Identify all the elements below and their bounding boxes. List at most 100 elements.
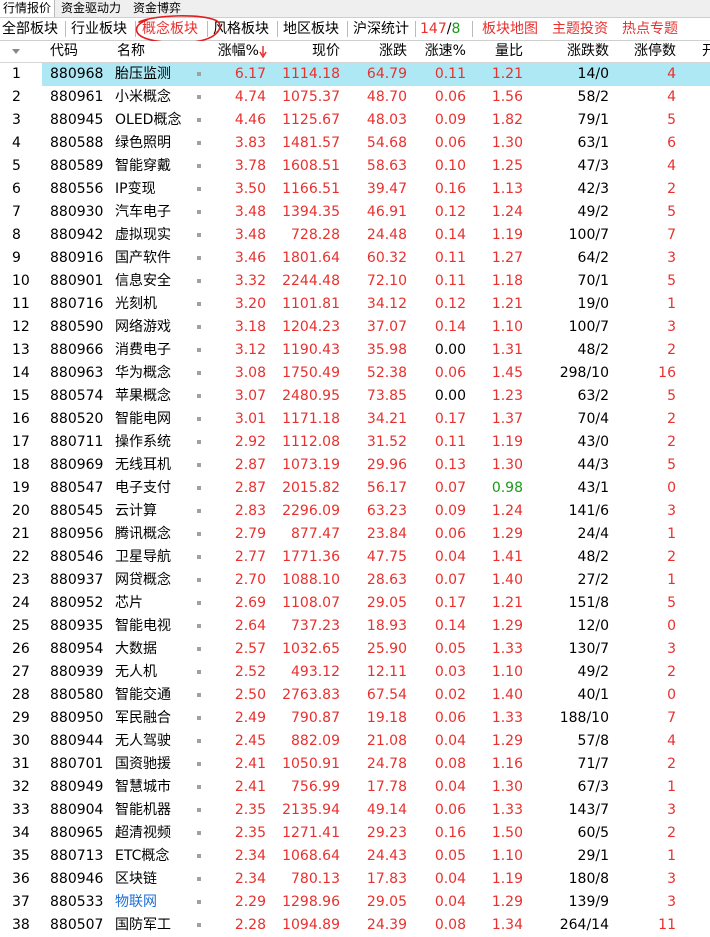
limit-up-count: 1 — [667, 779, 676, 795]
red-circle-annotation — [135, 15, 221, 44]
table-row[interactable]: 24 880952 芯片 2.69 1108.07 29.05 0.17 1.21 151/8 5 — [0, 592, 710, 615]
limit-up-count: 2 — [667, 411, 676, 427]
table-row[interactable]: 32 880949 智慧城市 2.41 756.99 17.78 0.04 1.30 67/3 1 — [0, 776, 710, 799]
table-row[interactable]: 6 880556 IP变现 3.50 1166.51 39.47 0.16 1.13 42/3 2 — [0, 178, 710, 201]
tab-industry-sectors[interactable]: 行业板块 — [71, 21, 127, 37]
tab-divider — [135, 21, 136, 37]
table-row[interactable]: 30 880944 无人驾驶 2.45 882.09 21.08 0.04 1.29 57/8 4 — [0, 730, 710, 753]
table-row[interactable]: 10 880901 信息安全 3.32 2244.48 72.10 0.11 1.18 70/1… — [0, 270, 710, 293]
row-rank: 2 — [12, 89, 21, 105]
row-marker-icon — [197, 716, 201, 720]
table-row[interactable]: 28 880580 智能交通 2.50 2763.83 67.54 0.02 1.40 40/1… — [0, 684, 710, 707]
tab-sector-map[interactable]: 板块地图 — [482, 21, 538, 37]
table-row[interactable]: 29 880950 军民融合 2.49 790.87 19.18 0.06 1.33 188/1… — [0, 707, 710, 730]
sector-code: 880945 — [50, 112, 104, 128]
row-marker-icon — [197, 394, 201, 398]
table-row[interactable]: 31 880701 国资驰援 2.41 1050.91 24.78 0.08 1.16 71/7… — [0, 753, 710, 776]
table-row[interactable]: 8 880942 虚拟现实 3.48 728.28 24.48 0.14 1.19 100/7 7 — [0, 224, 710, 247]
change-speed: 0.12 — [434, 204, 466, 220]
table-row[interactable]: 26 880954 大数据 2.57 1032.65 25.90 0.05 1.33 130/7… — [0, 638, 710, 661]
table-row[interactable]: 37 880533 物联网 2.29 1298.96 29.05 0.04 1.29 139/9… — [0, 891, 710, 914]
col-pct[interactable]: 涨幅% — [218, 41, 259, 62]
sector-code: 880711 — [50, 434, 104, 450]
table-row[interactable]: 9 880916 国产软件 3.46 1801.64 60.32 0.11 1.27 64/2 3 — [0, 247, 710, 270]
col-up-down-count[interactable]: 涨跌数 — [567, 43, 609, 59]
tab-region-sectors[interactable]: 地区板块 — [283, 21, 339, 37]
limit-up-count: 0 — [667, 618, 676, 634]
sector-code: 880546 — [50, 549, 104, 565]
current-price: 1771.36 — [282, 549, 340, 565]
sector-name: 网络游戏 — [115, 319, 171, 335]
table-row[interactable]: 19 880547 电子支付 2.87 2015.82 56.17 0.07 0.98 43/1… — [0, 477, 710, 500]
tab-quotes[interactable]: 行情报价 — [0, 0, 56, 17]
table-row[interactable]: 16 880520 智能电网 3.01 1171.18 34.21 0.17 1.37 70/4… — [0, 408, 710, 431]
tab-concept-sectors[interactable]: 概念板块 — [142, 21, 198, 37]
tab-hs-stats[interactable]: 沪深统计 — [353, 21, 409, 37]
change-percent: 2.35 — [234, 825, 266, 841]
col-volume-ratio[interactable]: 量比 — [495, 43, 523, 59]
tab-fund-drive[interactable]: 资金驱动力 — [61, 1, 122, 15]
tab-hot-topics[interactable]: 热点专题 — [622, 21, 678, 37]
table-row[interactable]: 20 880545 云计算 2.83 2296.09 63.23 0.09 1.24 141/6… — [0, 500, 710, 523]
change-amount: 56.17 — [366, 480, 407, 496]
col-price[interactable]: 现价 — [312, 43, 340, 59]
row-rank: 35 — [12, 848, 30, 864]
table-row[interactable]: 21 880956 腾讯概念 2.79 877.47 23.84 0.06 1.29 24/4 1 — [0, 523, 710, 546]
volume-ratio: 1.10 — [491, 848, 523, 864]
row-rank: 26 — [12, 641, 30, 657]
tab-fund-game[interactable]: 资金博弈 — [133, 1, 182, 15]
table-row[interactable]: 36 880946 区块链 2.34 780.13 17.83 0.04 1.19 180/8 3 — [0, 868, 710, 891]
table-row[interactable]: 7 880930 汽车电子 3.48 1394.35 46.91 0.12 1.24 49/2 5 — [0, 201, 710, 224]
change-amount: 31.52 — [366, 434, 407, 450]
table-row[interactable]: 25 880935 智能电视 2.64 737.23 18.93 0.14 1.29 12/0 0 — [0, 615, 710, 638]
table-row[interactable]: 5 880589 智能穿戴 3.78 1608.51 58.63 0.10 1.25 47/3 4 — [0, 155, 710, 178]
tab-style-sectors[interactable]: 风格板块 — [213, 21, 269, 37]
col-speed[interactable]: 涨速% — [424, 43, 466, 59]
row-marker-icon — [197, 164, 201, 168]
table-row[interactable]: 23 880937 网贷概念 2.70 1088.10 28.63 0.07 1.40 27/2… — [0, 569, 710, 592]
tab-all-sectors[interactable]: 全部板块 — [2, 21, 58, 37]
sector-code: 880968 — [50, 66, 104, 82]
table-row[interactable]: 22 880546 卫星导航 2.77 1771.36 47.75 0.04 1.41 48/2… — [0, 546, 710, 569]
sector-code: 880507 — [50, 917, 104, 933]
volume-ratio: 1.19 — [491, 227, 523, 243]
change-percent: 4.46 — [234, 112, 266, 128]
table-row[interactable]: 33 880904 智能机器 2.35 2135.94 49.14 0.06 1.33 143/… — [0, 799, 710, 822]
col-change[interactable]: 涨跌 — [379, 43, 407, 59]
table-row[interactable]: 17 880711 操作系统 2.92 1112.08 31.52 0.11 1.19 43/0… — [0, 431, 710, 454]
current-price: 790.87 — [291, 710, 340, 726]
col-more[interactable]: 开 — [702, 43, 710, 59]
sector-code: 880952 — [50, 595, 104, 611]
col-name[interactable]: 名称 — [117, 43, 145, 59]
row-marker-icon — [197, 95, 201, 99]
table-row[interactable]: 4 880588 绿色照明 3.83 1481.57 54.68 0.06 1.30 63/1 6 — [0, 132, 710, 155]
table-row[interactable]: 38 880507 国防军工 2.28 1094.89 24.39 0.08 1.34 264/… — [0, 914, 710, 937]
table-row[interactable]: 27 880939 无人机 2.52 493.12 12.11 0.03 1.10 49/2 2 — [0, 661, 710, 684]
table-row[interactable]: 12 880590 网络游戏 3.18 1204.23 37.07 0.14 1.10 100/… — [0, 316, 710, 339]
table-row[interactable]: 18 880969 无线耳机 2.87 1073.19 29.96 0.13 1.30 44/3… — [0, 454, 710, 477]
change-speed: 0.09 — [434, 503, 466, 519]
table-row[interactable]: 3 880945 OLED概念 4.46 1125.67 48.03 0.09 1.82 79/… — [0, 109, 710, 132]
change-speed: 0.04 — [434, 779, 466, 795]
table-row[interactable]: 35 880713 ETC概念 2.34 1068.64 24.43 0.05 1.10 29/… — [0, 845, 710, 868]
table-row[interactable]: 13 880966 消费电子 3.12 1190.43 35.98 0.00 1.31 48/2… — [0, 339, 710, 362]
table-row[interactable]: 14 880963 华为概念 3.08 1750.49 52.38 0.06 1.45 298/… — [0, 362, 710, 385]
change-speed: 0.13 — [434, 457, 466, 473]
sort-triangle-icon[interactable] — [12, 49, 20, 54]
table-row[interactable]: 1 880968 胎压监测 6.17 1114.18 64.79 0.11 1.21 14/0 4 — [0, 63, 710, 86]
table-row[interactable]: 2 880961 小米概念 4.74 1075.37 48.70 0.06 1.56 58/2 4 — [0, 86, 710, 109]
change-speed: 0.06 — [434, 710, 466, 726]
sector-name: 网贷概念 — [115, 572, 171, 588]
limit-up-count: 5 — [667, 204, 676, 220]
change-percent: 2.41 — [234, 756, 266, 772]
change-percent: 2.69 — [234, 595, 266, 611]
table-row[interactable]: 15 880574 苹果概念 3.07 2480.95 73.85 0.00 1.23 63/2… — [0, 385, 710, 408]
col-limit-up-count[interactable]: 涨停数 — [634, 43, 676, 59]
volume-ratio: 1.19 — [491, 434, 523, 450]
col-code[interactable]: 代码 — [50, 43, 78, 59]
current-price: 1112.08 — [282, 434, 340, 450]
row-rank: 25 — [12, 618, 30, 634]
tab-theme-investing[interactable]: 主题投资 — [552, 21, 608, 37]
table-row[interactable]: 34 880965 超清视频 2.35 1271.41 29.23 0.16 1.50 60/5… — [0, 822, 710, 845]
table-row[interactable]: 11 880716 光刻机 3.20 1101.81 34.12 0.12 1.21 19/0 1 — [0, 293, 710, 316]
